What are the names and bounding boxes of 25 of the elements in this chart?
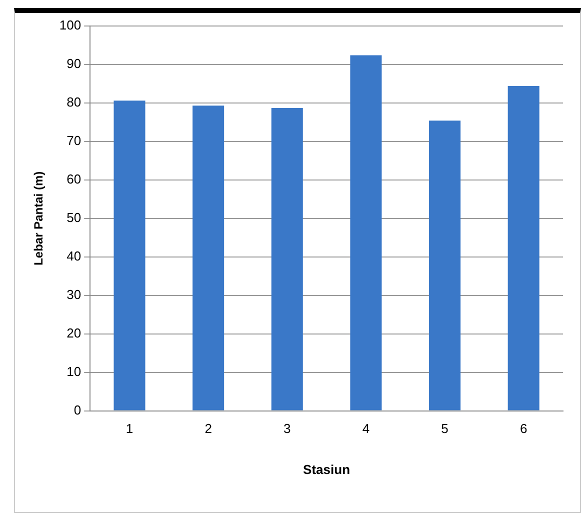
y-tick-label: 40: [66, 248, 82, 264]
y-tick-label: 80: [66, 94, 82, 110]
y-tick-label: 70: [66, 133, 82, 148]
y-tick-label: 0: [74, 402, 82, 418]
bar: [350, 55, 382, 410]
y-axis-title: Lebar Pantai (m): [32, 171, 46, 266]
y-tick-label: 30: [66, 286, 82, 302]
x-tick-label: 6: [520, 421, 528, 436]
x-tick-label: 4: [362, 421, 370, 436]
bar: [429, 120, 461, 410]
y-tick-label: 20: [66, 325, 82, 340]
x-tick-label: 1: [126, 421, 134, 436]
bar: [192, 106, 224, 410]
x-tick-label: 3: [284, 421, 291, 436]
y-tick-label: 90: [66, 56, 82, 72]
y-tick-label: 10: [66, 364, 82, 379]
x-tick-label: 5: [441, 421, 448, 436]
y-tick-label: 50: [66, 210, 82, 225]
x-tick-label: 2: [204, 421, 212, 436]
y-tick-label: 60: [66, 172, 82, 186]
bar: [114, 100, 146, 410]
bar: [271, 108, 303, 410]
bar: [508, 86, 540, 410]
y-tick-label: 100: [59, 18, 82, 33]
x-axis-title: Stasiun: [303, 462, 350, 477]
